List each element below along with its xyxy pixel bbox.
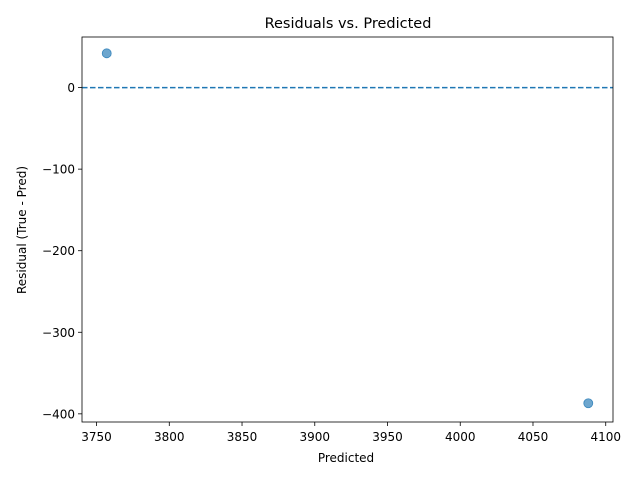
x-axis-ticks: 3750 3800 3850 3900 3950 4000 4050 4100 bbox=[81, 422, 621, 444]
chart-title: Residuals vs. Predicted bbox=[265, 16, 432, 32]
y-tick-label: −300 bbox=[42, 326, 75, 340]
x-tick-label: 3750 bbox=[81, 430, 112, 444]
y-axis-ticks: 0 −100 −200 −300 −400 bbox=[42, 81, 82, 421]
x-tick-label: 4000 bbox=[445, 430, 476, 444]
plot-area bbox=[81, 36, 614, 423]
y-axis-label: Residual (True - Pred) bbox=[15, 166, 29, 294]
y-tick-label: −100 bbox=[42, 163, 75, 177]
x-tick-label: 3950 bbox=[372, 430, 403, 444]
y-tick-label: −400 bbox=[42, 407, 75, 421]
x-axis-label: Predicted bbox=[318, 451, 374, 465]
scatter-point bbox=[583, 398, 594, 409]
x-tick-label: 3800 bbox=[154, 430, 185, 444]
x-tick-label: 4050 bbox=[518, 430, 549, 444]
scatter-point bbox=[101, 48, 112, 59]
y-tick-label: −200 bbox=[42, 244, 75, 258]
x-tick-label: 4100 bbox=[590, 430, 621, 444]
plot-frame bbox=[81, 36, 614, 423]
x-tick-label: 3900 bbox=[299, 430, 330, 444]
y-tick-label: 0 bbox=[67, 81, 75, 95]
x-tick-label: 3850 bbox=[227, 430, 258, 444]
